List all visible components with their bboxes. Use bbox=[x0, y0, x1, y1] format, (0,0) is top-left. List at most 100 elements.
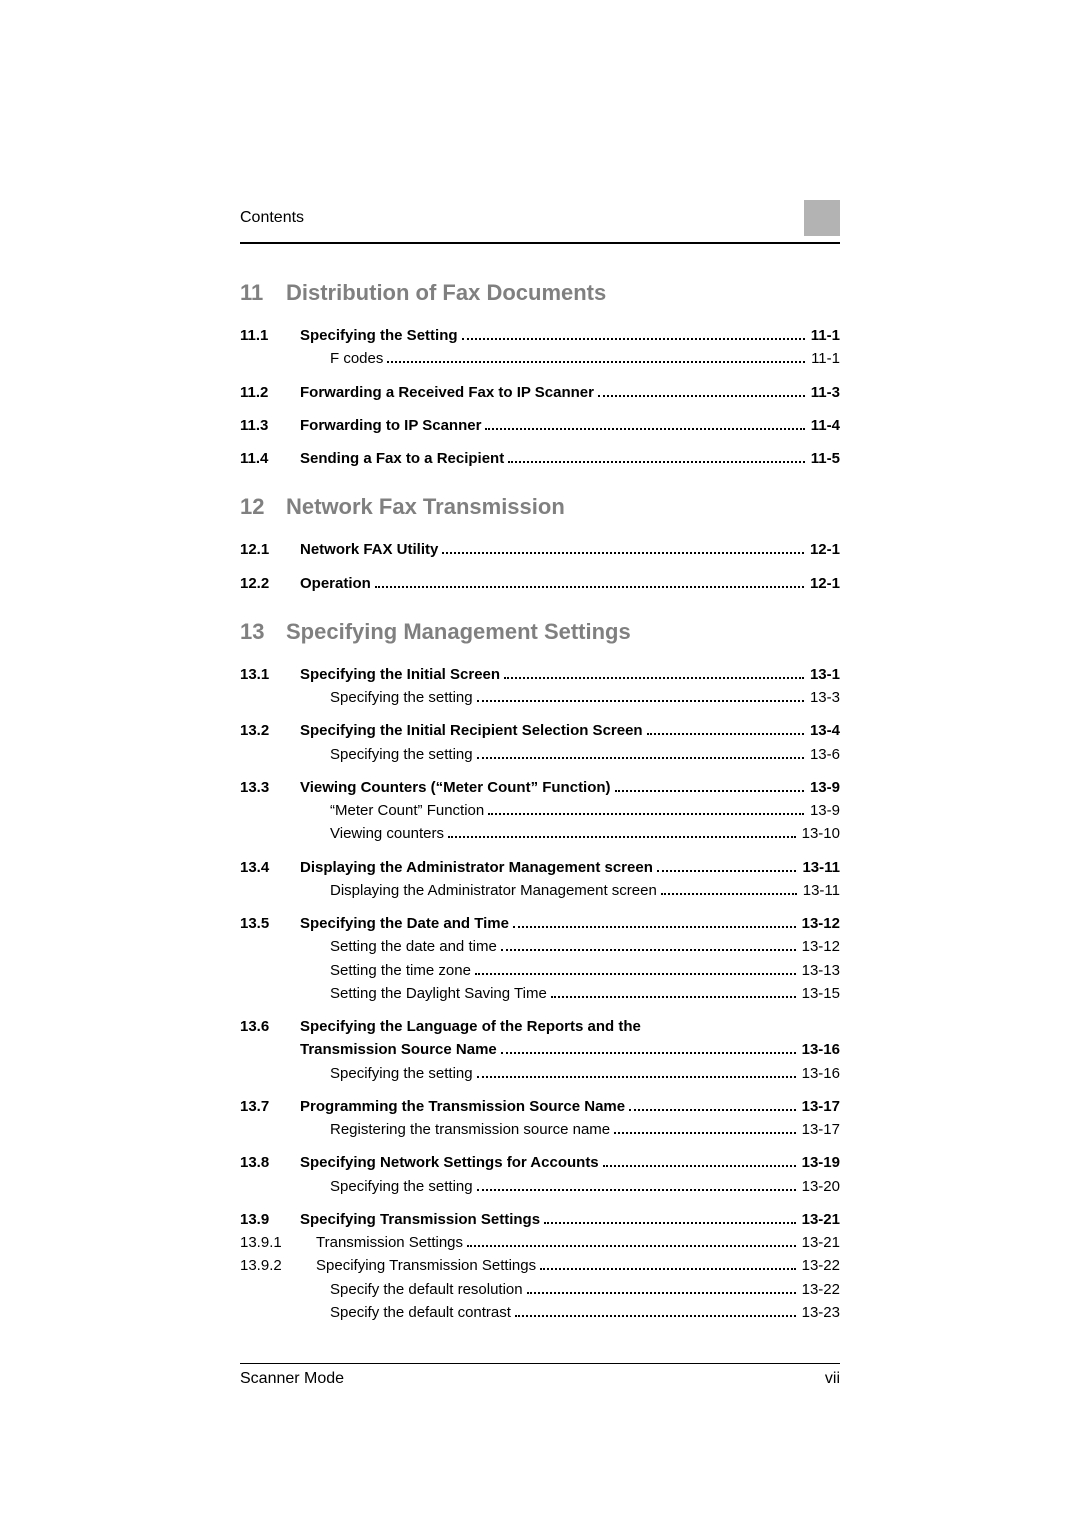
toc-chapter-number: 12 bbox=[240, 494, 286, 520]
toc-entry-title: Forwarding to IP Scanner bbox=[300, 414, 481, 437]
toc-page-ref: 13-6 bbox=[808, 743, 840, 766]
toc-chapter: 11Distribution of Fax Documents 11.1Speci… bbox=[240, 280, 840, 470]
toc-page-ref: 13-11 bbox=[800, 856, 840, 879]
toc-page-ref: 13-12 bbox=[800, 935, 840, 958]
leader-dots bbox=[527, 1280, 796, 1294]
leader-dots bbox=[477, 1177, 796, 1191]
leader-dots bbox=[504, 665, 804, 679]
toc-entry-title: Displaying the Administrator Management … bbox=[300, 856, 653, 879]
toc-section-row: 11.1Specifying the Setting11-1 bbox=[240, 324, 840, 347]
toc-chapter-heading: 11Distribution of Fax Documents bbox=[240, 280, 840, 306]
toc-section-number: 11.3 bbox=[240, 414, 300, 437]
leader-dots bbox=[513, 915, 796, 929]
toc-body: 11Distribution of Fax Documents 11.1Speci… bbox=[240, 280, 840, 1324]
toc-section-number: 13.1 bbox=[240, 663, 300, 686]
toc-page-ref: 13-23 bbox=[800, 1301, 840, 1324]
toc-entry-title: Setting the date and time bbox=[330, 935, 497, 958]
toc-chapter-number: 13 bbox=[240, 619, 286, 645]
leader-dots bbox=[501, 1041, 796, 1055]
toc-section: 11.4Sending a Fax to a Recipient11-5 bbox=[240, 447, 840, 470]
toc-section: 13.8Specifying Network Settings for Acco… bbox=[240, 1151, 840, 1198]
toc-entry-title: Specifying the Initial Recipient Selecti… bbox=[300, 719, 643, 742]
toc-section: 13.3Viewing Counters (“Meter Count” Func… bbox=[240, 776, 840, 846]
leader-dots bbox=[488, 802, 804, 816]
toc-subentry: Specifying the setting 13-3 bbox=[240, 686, 840, 709]
toc-section-row: 13.1Specifying the Initial Screen13-1 bbox=[240, 663, 840, 686]
toc-page-ref: 13-16 bbox=[800, 1038, 840, 1061]
leader-dots bbox=[629, 1097, 796, 1111]
page-footer: Scanner Mode vii bbox=[240, 1363, 840, 1388]
toc-page-ref: 11-1 bbox=[809, 324, 840, 347]
toc-section-number: 13.2 bbox=[240, 719, 300, 742]
toc-entry-title: Specifying the Language of the Reports a… bbox=[300, 1015, 641, 1038]
toc-entry-title: Specifying the setting bbox=[330, 743, 473, 766]
toc-entry-title: Specifying Transmission Settings bbox=[316, 1254, 536, 1277]
toc-section-row: 13.5Specifying the Date and Time13-12 bbox=[240, 912, 840, 935]
toc-section-number: 13.4 bbox=[240, 856, 300, 879]
toc-section: 13.2Specifying the Initial Recipient Sel… bbox=[240, 719, 840, 766]
toc-page-ref: 11-4 bbox=[809, 414, 840, 437]
toc-section: 13.1Specifying the Initial Screen13-1Spe… bbox=[240, 663, 840, 710]
leader-dots bbox=[477, 689, 804, 703]
toc-subentry: Specifying the setting 13-20 bbox=[240, 1175, 840, 1198]
toc-subentry: Viewing counters13-10 bbox=[240, 822, 840, 845]
toc-entry-title: Specifying the Date and Time bbox=[300, 912, 509, 935]
toc-section: 12.1Network FAX Utility12-1 bbox=[240, 538, 840, 561]
toc-section-number: 13.5 bbox=[240, 912, 300, 935]
toc-page-ref: 13-17 bbox=[800, 1095, 840, 1118]
toc-section-row: 13.6Specifying the Language of the Repor… bbox=[240, 1015, 840, 1038]
leader-dots bbox=[615, 778, 804, 792]
toc-subentry: Specify the default contrast13-23 bbox=[240, 1301, 840, 1324]
toc-section-number: 11.4 bbox=[240, 447, 300, 470]
toc-entry-title: Specifying the setting bbox=[330, 686, 473, 709]
toc-entry-title: Displaying the Administrator Management … bbox=[330, 879, 657, 902]
toc-entry-title: Setting the Daylight Saving Time bbox=[330, 982, 547, 1005]
leader-dots bbox=[475, 961, 796, 975]
toc-entry-title: Specifying the setting bbox=[330, 1062, 473, 1085]
toc-entry-title: Transmission Source Name bbox=[300, 1038, 497, 1061]
toc-chapter-title: Network Fax Transmission bbox=[286, 494, 565, 520]
toc-page-ref: 13-20 bbox=[800, 1175, 840, 1198]
toc-section-number: 13.8 bbox=[240, 1151, 300, 1174]
toc-subsection-row: 13.9.2Specifying Transmission Settings13… bbox=[240, 1254, 840, 1277]
footer-right: vii bbox=[825, 1370, 840, 1388]
leader-dots bbox=[614, 1121, 795, 1135]
toc-subentry: Setting the date and time 13-12 bbox=[240, 935, 840, 958]
toc-page-ref: 13-11 bbox=[801, 879, 840, 902]
toc-chapter-number: 11 bbox=[240, 280, 286, 306]
toc-subentry: “Meter Count” Function13-9 bbox=[240, 799, 840, 822]
header-rule bbox=[240, 242, 840, 244]
leader-dots bbox=[540, 1257, 796, 1271]
toc-section-number: 12.1 bbox=[240, 538, 300, 561]
toc-page-ref: 13-9 bbox=[808, 799, 840, 822]
toc-subentry: Specifying the setting 13-6 bbox=[240, 743, 840, 766]
toc-subentry: Registering the transmission source name… bbox=[240, 1118, 840, 1141]
toc-entry-title: Specify the default resolution bbox=[330, 1278, 523, 1301]
toc-page-ref: 13-16 bbox=[800, 1062, 840, 1085]
toc-section-number: 11.2 bbox=[240, 381, 300, 404]
toc-subentry: Specify the default resolution 13-22 bbox=[240, 1278, 840, 1301]
toc-page: Contents 11Distribution of Fax Documents… bbox=[0, 0, 1080, 1528]
toc-page-ref: 13-15 bbox=[800, 982, 840, 1005]
toc-section-row: 13.3Viewing Counters (“Meter Count” Func… bbox=[240, 776, 840, 799]
toc-entry-title: Specifying Network Settings for Accounts bbox=[300, 1151, 599, 1174]
toc-entry-title: Specifying the Initial Screen bbox=[300, 663, 500, 686]
toc-section-row: 13.4Displaying the Administrator Managem… bbox=[240, 856, 840, 879]
toc-entry-title: Transmission Settings bbox=[316, 1231, 463, 1254]
toc-section-number: 13.3 bbox=[240, 776, 300, 799]
toc-page-ref: 13-22 bbox=[800, 1278, 840, 1301]
toc-section: 13.9Specifying Transmission Settings13-2… bbox=[240, 1208, 840, 1324]
leader-dots bbox=[515, 1303, 796, 1317]
toc-page-ref: 13-3 bbox=[808, 686, 840, 709]
toc-section-number: 13.6 bbox=[240, 1015, 300, 1038]
toc-section-row: 13.8Specifying Network Settings for Acco… bbox=[240, 1151, 840, 1174]
toc-subsection-number: 13.9.2 bbox=[240, 1254, 316, 1277]
toc-entry-title: Specifying Transmission Settings bbox=[300, 1208, 540, 1231]
toc-page-ref: 13-4 bbox=[808, 719, 840, 742]
toc-entry-title: Viewing Counters (“Meter Count” Function… bbox=[300, 776, 611, 799]
toc-subsection-row: 13.9.1Transmission Settings13-21 bbox=[240, 1231, 840, 1254]
leader-dots bbox=[467, 1234, 796, 1248]
toc-section: 11.2Forwarding a Received Fax to IP Scan… bbox=[240, 381, 840, 404]
toc-entry-title: Specifying the setting bbox=[330, 1175, 473, 1198]
toc-section-row: 12.2Operation12-1 bbox=[240, 572, 840, 595]
